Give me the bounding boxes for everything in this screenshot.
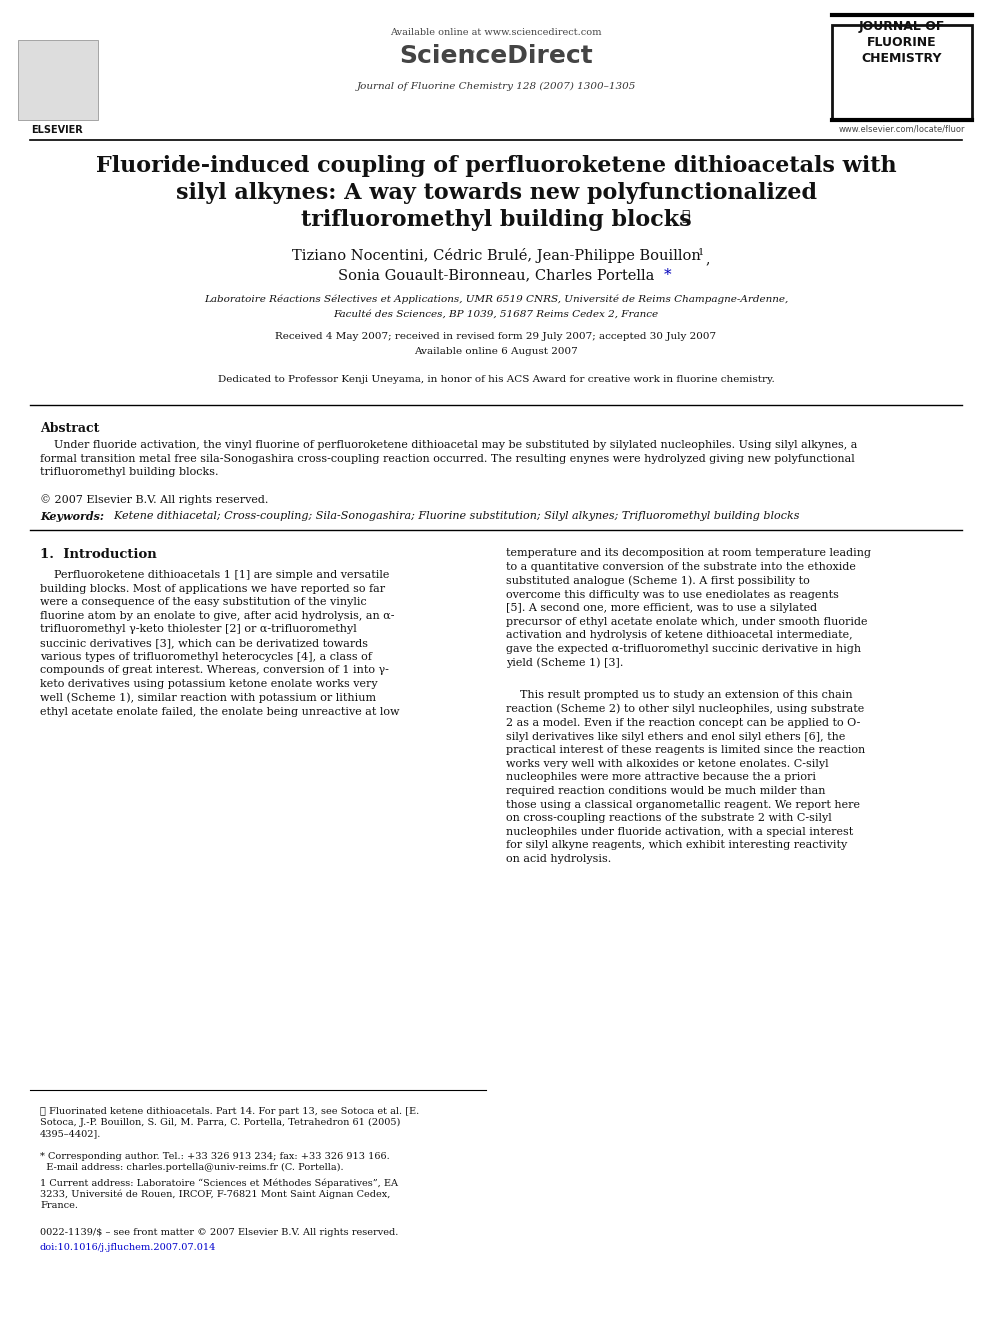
Text: Received 4 May 2007; received in revised form 29 July 2007; accepted 30 July 200: Received 4 May 2007; received in revised… bbox=[276, 332, 716, 341]
Text: temperature and its decomposition at room temperature leading
to a quantitative : temperature and its decomposition at roo… bbox=[506, 548, 871, 668]
Text: Perfluoroketene dithioacetals 1 [1] are simple and versatile
building blocks. Mo: Perfluoroketene dithioacetals 1 [1] are … bbox=[40, 570, 400, 717]
Text: Sonia Gouault-Bironneau, Charles Portella: Sonia Gouault-Bironneau, Charles Portell… bbox=[338, 269, 654, 282]
Text: Laboratoire Réactions Sélectives et Applications, UMR 6519 CNRS, Université de R: Laboratoire Réactions Sélectives et Appl… bbox=[204, 295, 788, 304]
Text: Tiziano Nocentini, Cédric Brulé, Jean-Philippe Bouillon: Tiziano Nocentini, Cédric Brulé, Jean-Ph… bbox=[292, 247, 700, 263]
Text: 1 Current address: Laboratoire “Sciences et Méthodes Séparatives”, EA
3233, Univ: 1 Current address: Laboratoire “Sciences… bbox=[40, 1177, 398, 1211]
Text: 0022-1139/$ – see front matter © 2007 Elsevier B.V. All rights reserved.: 0022-1139/$ – see front matter © 2007 El… bbox=[40, 1228, 399, 1237]
Text: *: * bbox=[664, 269, 672, 282]
FancyBboxPatch shape bbox=[832, 25, 972, 120]
Text: This result prompted us to study an extension of this chain
reaction (Scheme 2) : This result prompted us to study an exte… bbox=[506, 691, 865, 864]
Text: trifluoromethyl building blocks: trifluoromethyl building blocks bbox=[301, 209, 691, 232]
Text: ••  ••: •• •• bbox=[465, 48, 490, 57]
Text: Available online 6 August 2007: Available online 6 August 2007 bbox=[414, 347, 578, 356]
Text: ⋆ Fluorinated ketene dithioacetals. Part 14. For part 13, see Sotoca et al. [E.
: ⋆ Fluorinated ketene dithioacetals. Part… bbox=[40, 1107, 420, 1138]
Text: Available online at www.sciencedirect.com: Available online at www.sciencedirect.co… bbox=[390, 28, 602, 37]
Text: * Corresponding author. Tel.: +33 326 913 234; fax: +33 326 913 166.
  E-mail ad: * Corresponding author. Tel.: +33 326 91… bbox=[40, 1152, 390, 1172]
Text: Under fluoride activation, the vinyl fluorine of perfluoroketene dithioacetal ma: Under fluoride activation, the vinyl flu… bbox=[40, 441, 857, 478]
Text: ELSEVIER: ELSEVIER bbox=[31, 124, 83, 135]
Text: Faculté des Sciences, BP 1039, 51687 Reims Cedex 2, France: Faculté des Sciences, BP 1039, 51687 Rei… bbox=[333, 310, 659, 319]
Text: www.elsevier.com/locate/fluor: www.elsevier.com/locate/fluor bbox=[839, 124, 965, 134]
Text: Fluoride-induced coupling of perfluoroketene dithioacetals with: Fluoride-induced coupling of perfluoroke… bbox=[95, 155, 897, 177]
Text: silyl alkynes: A way towards new polyfunctionalized: silyl alkynes: A way towards new polyfun… bbox=[176, 183, 816, 204]
Text: doi:10.1016/j.jfluchem.2007.07.014: doi:10.1016/j.jfluchem.2007.07.014 bbox=[40, 1244, 216, 1252]
Text: JOURNAL OF
FLUORINE
CHEMISTRY: JOURNAL OF FLUORINE CHEMISTRY bbox=[859, 20, 945, 65]
Text: ScienceDirect: ScienceDirect bbox=[399, 44, 593, 67]
FancyBboxPatch shape bbox=[18, 40, 98, 120]
Text: ,: , bbox=[705, 251, 709, 266]
Text: Ketene dithiacetal; Cross-coupling; Sila-Sonogashira; Fluorine substitution; Sil: Ketene dithiacetal; Cross-coupling; Sila… bbox=[107, 511, 800, 521]
Text: 1.  Introduction: 1. Introduction bbox=[40, 548, 157, 561]
Text: Dedicated to Professor Kenji Uneyama, in honor of his ACS Award for creative wor: Dedicated to Professor Kenji Uneyama, in… bbox=[217, 374, 775, 384]
Text: © 2007 Elsevier B.V. All rights reserved.: © 2007 Elsevier B.V. All rights reserved… bbox=[40, 493, 269, 505]
Text: Abstract: Abstract bbox=[40, 422, 99, 435]
Text: Keywords:: Keywords: bbox=[40, 511, 104, 523]
Text: 1: 1 bbox=[698, 247, 704, 257]
Text: ⋆: ⋆ bbox=[681, 209, 689, 224]
Text: Journal of Fluorine Chemistry 128 (2007) 1300–1305: Journal of Fluorine Chemistry 128 (2007)… bbox=[356, 82, 636, 91]
